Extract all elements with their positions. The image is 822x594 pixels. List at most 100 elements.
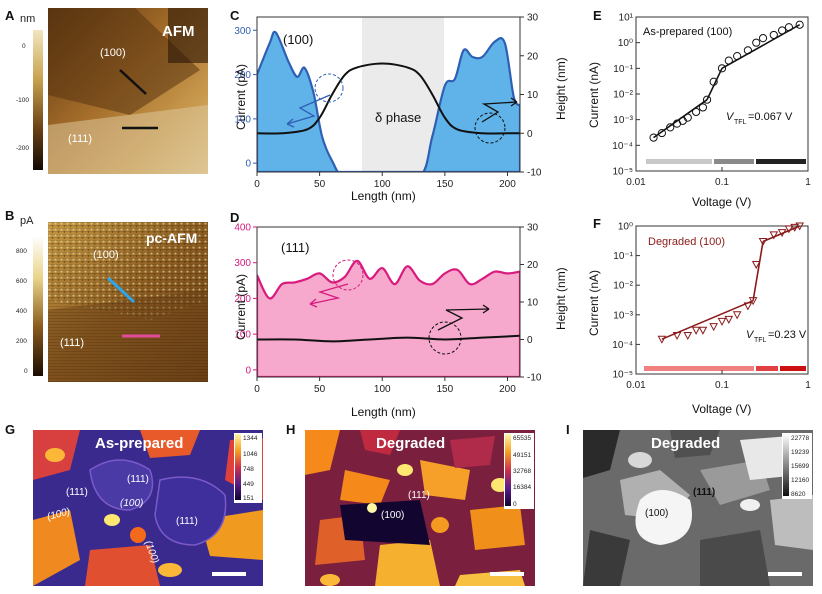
data-point: [795, 20, 804, 29]
f-vtfl-sub: TFL: [754, 337, 767, 344]
afm-badge: AFM: [162, 23, 195, 40]
x-tick-label: 100: [374, 384, 391, 395]
data-point: [751, 261, 761, 270]
i-scalebar: [768, 572, 802, 576]
g-cbar-0: 1344: [243, 435, 258, 442]
i-title: Degraded: [651, 435, 720, 452]
c-current-area: [257, 30, 520, 172]
y-right-tick-label: 20: [527, 260, 539, 271]
panel-h-label: H: [286, 422, 295, 437]
y-tick-label: 10¹: [619, 13, 634, 24]
c-ticks: 0 50 100 150 200 0 100 200 300 -10 0 10 20 30: [234, 13, 542, 191]
y-left-tick-label: 200: [234, 294, 251, 305]
i-grain-pattern: [583, 430, 813, 586]
data-point: [698, 326, 708, 335]
data-point: [709, 323, 719, 332]
fit-line: [661, 299, 754, 340]
data-point: [758, 34, 768, 43]
h-grain-1: (100): [381, 510, 404, 521]
panel-i-label: I: [566, 422, 570, 437]
d-ylabel-right: Height (nm): [554, 267, 568, 330]
panel-a-scale-2: -200: [16, 145, 29, 152]
panel-e: E As-prepared (100) V TFL =0.067 V 0.01 0…: [587, 8, 811, 209]
f-bar-tfl: [756, 366, 778, 371]
g-grain-1: (111): [127, 474, 149, 485]
h-grain-pattern: [305, 430, 525, 586]
f-ylabel: Current (nA): [587, 270, 601, 336]
data-point: [657, 335, 667, 344]
data-point: [752, 38, 761, 47]
e-xlabel: Voltage (V): [692, 195, 751, 209]
e-ylabel: Current (nA): [587, 62, 601, 128]
panel-i: I Degraded (111) (100) 22778 19239 15699…: [566, 422, 813, 586]
d-ticks: 0 50 100 150 200 0 100 200 300 400 -10 0 10 20 30: [234, 223, 542, 396]
panel-b-scale-1: 600: [16, 278, 27, 285]
h-cbar-3: 16384: [513, 484, 531, 491]
pcafm-region-100: (100): [93, 249, 119, 261]
h-cbar-2: 32768: [513, 468, 531, 475]
y-left-tick-label: 100: [234, 330, 251, 341]
panel-b-label: B: [5, 208, 14, 223]
g-grain-2: (100): [120, 498, 143, 509]
panel-b-scale-0: 800: [16, 248, 27, 255]
data-point: [698, 103, 708, 112]
g-cbar-4: 151: [243, 495, 254, 502]
h-title: Degraded: [376, 435, 445, 452]
i-cbar-0: 22778: [791, 435, 809, 442]
panel-d-label: D: [230, 210, 239, 225]
e-title: As-prepared (100): [643, 26, 732, 38]
fit-line: [762, 225, 800, 243]
panel-e-label: E: [593, 8, 602, 23]
y-right-tick-label: 20: [527, 51, 539, 62]
y-left-tick-label: 300: [234, 26, 251, 37]
y-right-tick-label: 30: [527, 223, 539, 234]
data-point: [691, 326, 701, 335]
h-colorbar: [505, 434, 511, 506]
panel-d: D (111) 0 50 100 150 200 0 100 200 300 400 -10 0 10 2…: [230, 210, 568, 419]
f-bar-ohmic: [644, 366, 754, 371]
h-cbar-1: 49151: [513, 452, 531, 459]
afm-region-100: (100): [100, 47, 126, 59]
e-plot-frame: [635, 16, 809, 172]
panel-f: F Degraded (100) V TFL =0.23 V 0.01 0.1 1 1…: [587, 216, 811, 416]
i-cbar-3: 12160: [791, 477, 809, 484]
panel-b-colorbar: [33, 236, 43, 376]
y-tick-label: 10⁻⁵: [612, 370, 633, 381]
g-colorbar: [235, 434, 241, 500]
y-tick-label: 10⁻⁴: [612, 340, 633, 351]
panel-g: G As-prepared (111) (111) (100) (111) (1…: [5, 422, 263, 586]
panel-g-label: G: [5, 422, 15, 437]
i-grain-1: (100): [645, 508, 668, 519]
x-tick-label: 0.1: [715, 177, 729, 188]
d-ylabel-left: Current (pA): [234, 274, 248, 340]
y-left-tick-label: 300: [234, 258, 251, 269]
panel-c-label: C: [230, 8, 240, 23]
data-point: [649, 133, 658, 142]
x-tick-label: 0: [254, 179, 260, 190]
y-right-tick-label: 30: [527, 13, 539, 24]
fit-line: [653, 99, 708, 139]
f-vtfl-v: V: [746, 329, 755, 341]
data-point: [657, 128, 666, 138]
g-scalebar: [212, 572, 246, 576]
pcafm-line-100: [106, 276, 136, 304]
i-cbar-4: 8620: [791, 491, 806, 498]
panel-a-label: A: [5, 8, 15, 23]
g-title: As-prepared: [95, 435, 183, 452]
y-right-tick-label: 0: [527, 129, 533, 140]
g-grain-pattern: [33, 430, 263, 586]
fit-line: [706, 67, 723, 101]
panel-b-scale-3: 200: [16, 338, 27, 345]
panel-b: B pA 800 600 400 200 0 pc-AFM (100) (111…: [5, 208, 208, 382]
g-grain-0: (111): [66, 487, 88, 498]
y-tick-label: 10⁻²: [613, 281, 633, 292]
e-marks: [649, 20, 804, 142]
y-tick-label: 10⁻¹: [613, 251, 633, 262]
h-cbar-4: 0: [513, 501, 517, 508]
i-grain-0: (111): [693, 487, 715, 498]
e-vtfl-sub: TFL: [734, 119, 747, 126]
data-point: [724, 315, 734, 324]
x-tick-label: 200: [499, 179, 516, 190]
x-tick-label: 150: [437, 179, 454, 190]
fit-line: [721, 24, 801, 70]
